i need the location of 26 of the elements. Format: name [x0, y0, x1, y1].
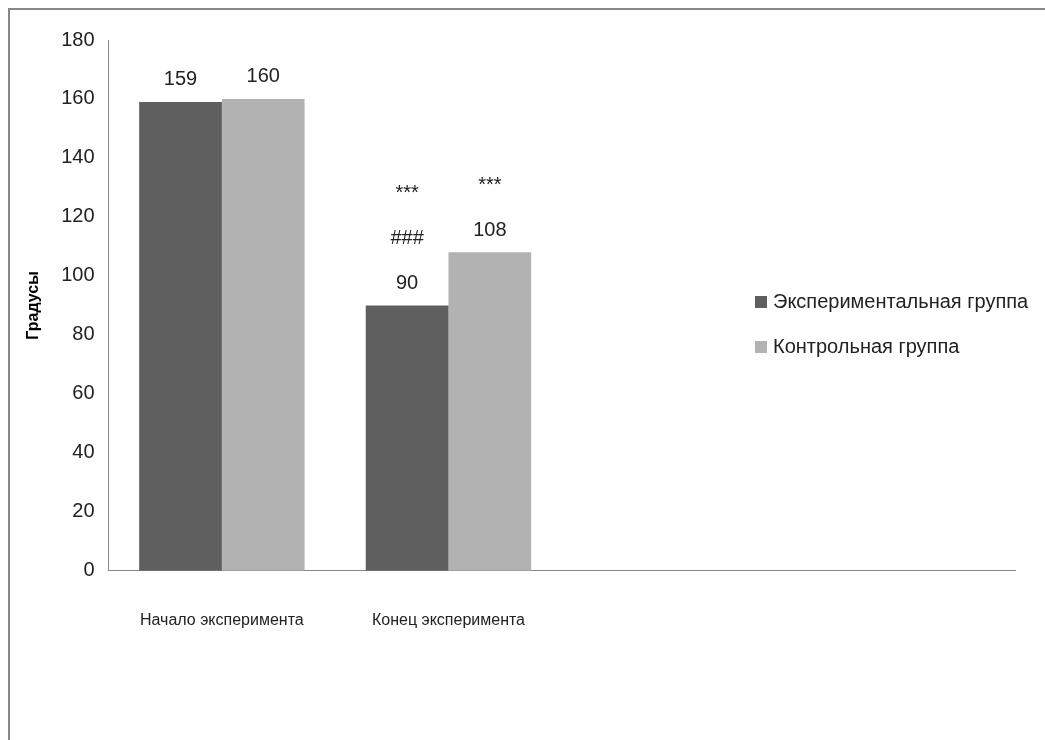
y-tick-label: 0: [83, 558, 95, 581]
annotation: ***: [395, 180, 420, 203]
y-axis-title: Градусы: [24, 271, 42, 340]
y-tick-label: 100: [61, 263, 95, 286]
bar: [139, 101, 222, 571]
data-label: 90: [396, 270, 419, 293]
legend-label: Контрольная группа: [773, 335, 960, 358]
annotation: ###: [390, 225, 425, 248]
y-tick-label: 40: [72, 440, 95, 463]
data-label: 159: [163, 67, 198, 90]
y-tick-label: 60: [72, 381, 95, 404]
y-tick-label: 80: [72, 322, 95, 345]
y-tick-label: 160: [61, 86, 95, 109]
y-tick-label: 20: [72, 499, 95, 522]
bar: [221, 98, 305, 571]
x-tick-label: Начало эксперимента: [140, 610, 304, 628]
y-tick-label: 180: [61, 27, 95, 50]
y-tick-label: 140: [61, 145, 95, 168]
y-tick-label: 120: [61, 204, 95, 227]
annotation: ***: [478, 172, 502, 195]
x-tick-label: Конец эксперимента: [371, 610, 526, 628]
data-label: 108: [473, 217, 507, 240]
bar: [365, 305, 449, 571]
legend-label: Экспериментальная группа: [773, 290, 1029, 313]
data-label: 160: [246, 64, 280, 87]
bar: [448, 252, 532, 571]
